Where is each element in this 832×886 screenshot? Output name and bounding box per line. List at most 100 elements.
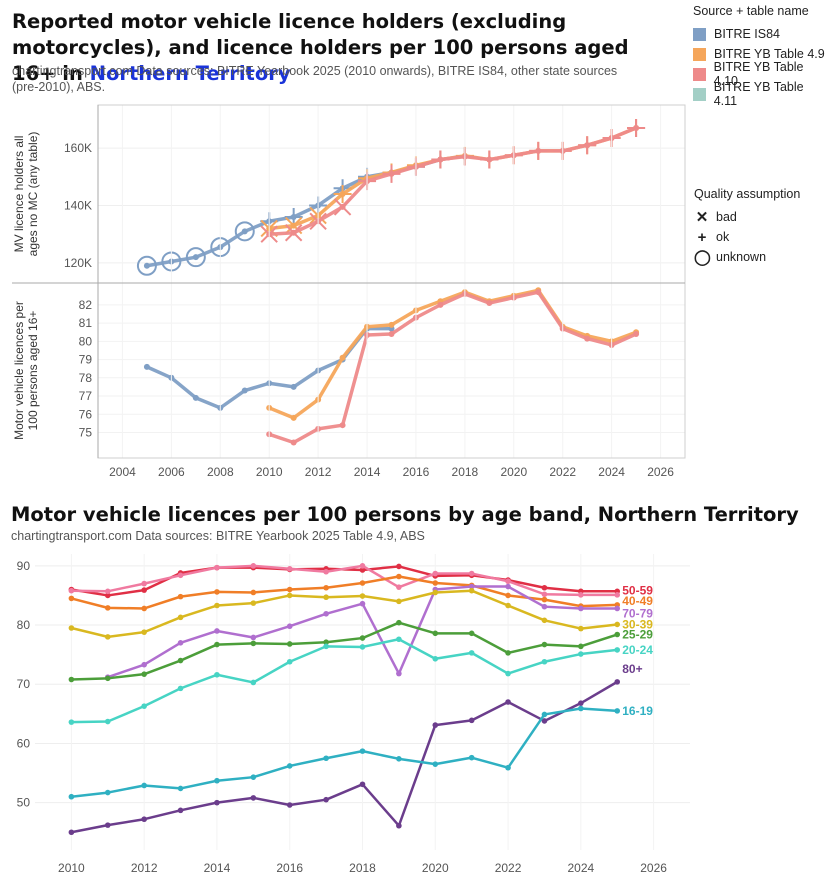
y-axis-label: MV licence holders allages no MC (any ta… <box>12 132 40 257</box>
legend-item-table410[interactable]: BITRE YB Table 4.10 <box>693 60 828 88</box>
data-point <box>214 641 220 648</box>
x-tick-label: 2022 <box>549 465 576 479</box>
chart1-title: Reported motor vehicle licence holders (… <box>12 9 672 87</box>
data-point <box>359 600 366 607</box>
y-axis-label: Motor vehicle licences per100 persons ag… <box>12 301 40 440</box>
series-label: 40-49 <box>622 594 653 608</box>
data-point <box>535 289 542 296</box>
y-tick-label: 120K <box>64 256 92 270</box>
data-point <box>290 383 297 390</box>
x-tick-label: 2006 <box>158 465 185 479</box>
legend-swatch <box>693 27 706 41</box>
x-tick-label: 2026 <box>640 861 667 875</box>
quality-item-unknown[interactable]: ◯ unknown <box>694 247 829 267</box>
data-point <box>214 671 220 678</box>
data-point <box>396 598 402 605</box>
legend-item-is84[interactable]: BITRE IS84 <box>693 24 828 44</box>
data-point <box>432 722 439 728</box>
data-point <box>541 584 548 591</box>
data-point <box>468 630 475 637</box>
data-point <box>177 640 184 646</box>
marker-ok <box>382 164 401 183</box>
x-tick-label: 2022 <box>495 861 522 875</box>
x-tick-label: 2018 <box>349 861 376 875</box>
x-tick-label: 2012 <box>131 861 158 875</box>
series-line <box>268 288 637 420</box>
x-tick-label: 2016 <box>403 465 430 479</box>
data-point <box>104 588 111 595</box>
quality-item-ok[interactable]: + ok <box>694 227 829 247</box>
y-tick-label: 77 <box>79 389 93 403</box>
y-tick-label: 76 <box>79 407 93 421</box>
data-point <box>359 567 366 573</box>
data-point <box>396 619 402 626</box>
series-line <box>268 290 637 445</box>
series-label: 25-29 <box>622 628 653 642</box>
data-point <box>290 414 297 421</box>
legend-label: BITRE IS84 <box>714 27 780 41</box>
data-point <box>323 568 329 575</box>
data-point <box>633 331 640 338</box>
legend-item-table49[interactable]: BITRE YB Table 4.9 <box>693 44 828 64</box>
data-point <box>104 718 111 725</box>
source-legend: Source + table name BITRE IS84 BITRE YB … <box>693 4 828 108</box>
y-label-line: MV licence holders all <box>12 136 26 253</box>
data-point <box>505 592 511 599</box>
data-point <box>104 634 111 640</box>
y-label-line: ages no MC (any table) <box>26 132 40 257</box>
y-tick-label: 50 <box>17 796 31 810</box>
data-point <box>359 644 366 650</box>
data-point <box>286 658 293 665</box>
plus-icon: + <box>697 228 707 246</box>
legend-item-table411[interactable]: BITRE YB Table 4.11 <box>693 80 828 108</box>
data-point <box>323 643 329 650</box>
data-point <box>614 605 621 612</box>
data-point <box>250 634 257 641</box>
data-point <box>323 639 329 646</box>
data-point <box>214 589 220 595</box>
data-point <box>286 586 293 593</box>
chart1-source-line2: (pre-2010), ABS. <box>12 80 106 94</box>
series-label: 20-24 <box>622 643 653 657</box>
data-point <box>388 321 395 328</box>
data-point <box>505 699 511 705</box>
quality-label: unknown <box>716 250 767 264</box>
chart1-title-main: Reported motor vehicle licence holders (… <box>12 10 629 85</box>
legend-label: BITRE YB Table 4.9 <box>714 47 825 61</box>
data-point <box>286 763 293 769</box>
data-point <box>396 756 402 762</box>
data-point <box>388 331 395 338</box>
legend-label: BITRE YB Table 4.10 <box>713 60 804 88</box>
marker-bad <box>333 198 352 216</box>
y-tick-label: 81 <box>79 316 93 330</box>
data-point <box>104 675 111 682</box>
series-label: 70-79 <box>622 606 653 620</box>
marker-ok <box>333 185 352 203</box>
y-tick-label: 90 <box>17 559 31 573</box>
quality-item-bad[interactable]: ✕ bad <box>694 207 829 227</box>
data-point <box>177 785 184 792</box>
data-point <box>141 816 147 823</box>
legend-swatch <box>693 47 706 61</box>
data-point <box>359 781 366 788</box>
data-point <box>241 228 248 235</box>
plot-frame <box>97 104 686 459</box>
data-point <box>214 799 220 806</box>
x-axis: 2004 2006 2008 2010 2012 2014 2016 2018 2020 2022… <box>109 105 674 479</box>
data-point <box>250 774 257 780</box>
data-point <box>541 596 548 603</box>
data-point <box>323 594 329 601</box>
series-line <box>269 126 637 236</box>
data-point <box>614 647 621 653</box>
data-point <box>396 563 402 570</box>
data-point <box>68 595 75 602</box>
series-label: 50-59 <box>622 583 653 597</box>
data-point <box>323 584 329 591</box>
data-point <box>177 685 184 692</box>
data-point <box>143 363 150 370</box>
source-legend-title: Source + table name <box>693 4 809 18</box>
data-point <box>614 631 621 638</box>
data-point <box>486 300 493 307</box>
data-point <box>541 617 548 624</box>
y-tick-label: 82 <box>79 298 93 312</box>
